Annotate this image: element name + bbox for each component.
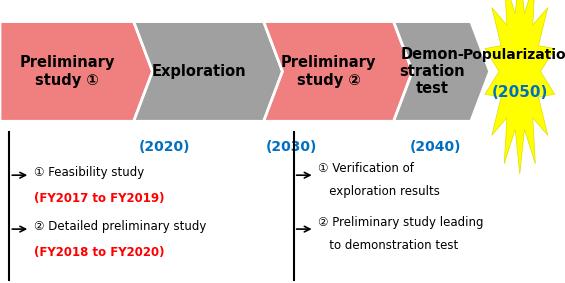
Polygon shape [0,22,153,121]
Polygon shape [134,22,282,121]
Text: exploration results: exploration results [318,185,440,198]
Text: (FY2017 to FY2019): (FY2017 to FY2019) [34,192,164,205]
Polygon shape [485,0,555,174]
Text: Preliminary
study ①: Preliminary study ① [19,55,115,88]
Text: (2050): (2050) [492,85,548,100]
Text: ① Feasibility study: ① Feasibility study [34,166,144,179]
Text: Demon-
stration
test: Demon- stration test [399,46,465,96]
Text: ① Verification of: ① Verification of [318,162,414,175]
Text: (FY2018 to FY2020): (FY2018 to FY2020) [34,246,164,258]
Text: to demonstration test: to demonstration test [318,239,459,252]
Text: Exploration: Exploration [151,64,246,79]
Text: (2030): (2030) [266,140,318,154]
Text: Preliminary
study ②: Preliminary study ② [281,55,376,88]
Text: (2020): (2020) [139,140,190,154]
Polygon shape [394,22,490,121]
Text: Popularization: Popularization [463,48,565,62]
Text: ② Detailed preliminary study: ② Detailed preliminary study [34,220,206,233]
Polygon shape [264,22,412,121]
Text: (2040): (2040) [409,140,461,154]
Text: ② Preliminary study leading: ② Preliminary study leading [318,216,484,229]
